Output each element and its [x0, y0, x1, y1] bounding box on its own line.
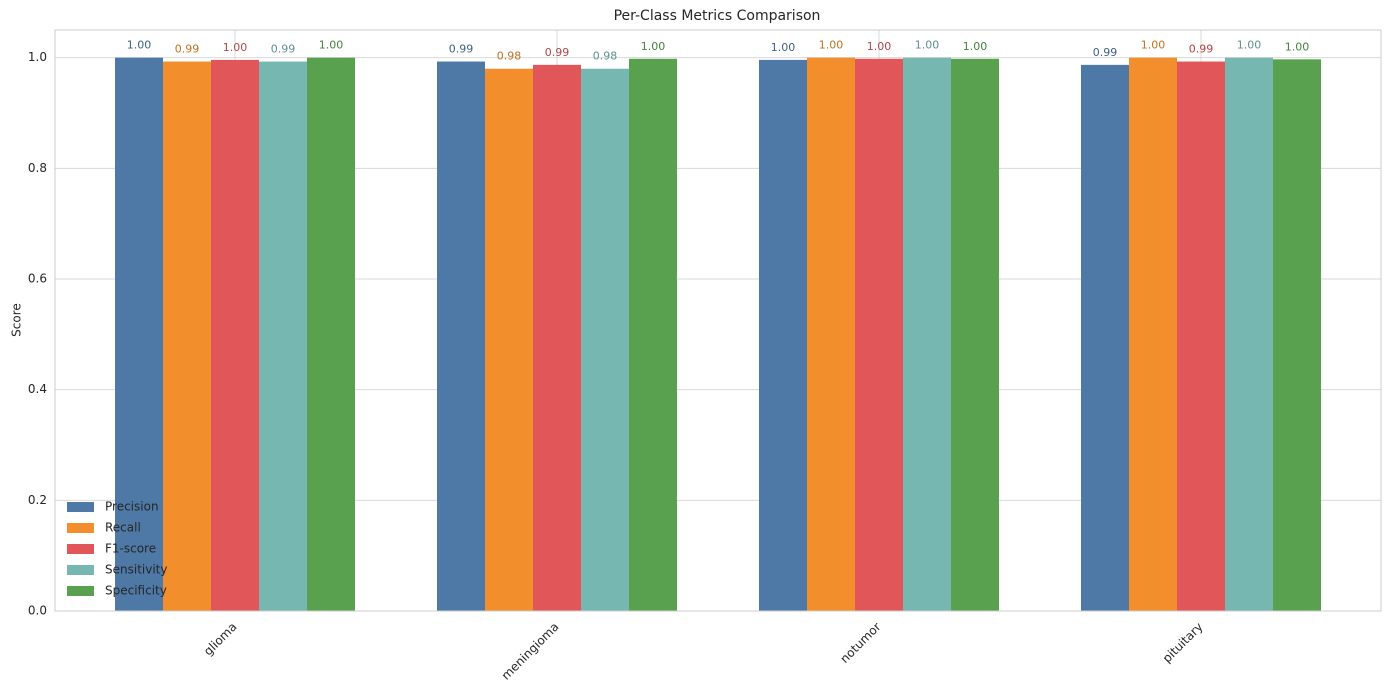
value-label: 0.98: [593, 50, 618, 63]
legend-label: Recall: [105, 521, 141, 535]
value-label: 0.99: [449, 43, 474, 56]
bar: [1129, 57, 1177, 611]
value-label: 0.99: [271, 43, 296, 56]
bar: [1177, 61, 1225, 612]
value-label: 0.99: [1189, 43, 1214, 56]
bar: [1273, 59, 1321, 612]
legend-label: Sensitivity: [105, 563, 167, 577]
bar: [437, 61, 485, 612]
x-tick-label: glioma: [201, 620, 240, 659]
bar: [211, 59, 259, 611]
value-label: 1.00: [1237, 39, 1262, 52]
bar: [1225, 57, 1273, 611]
bar: [759, 59, 807, 611]
legend-swatch: [67, 544, 94, 554]
legend-label: Specificity: [105, 584, 167, 598]
value-label: 0.99: [1093, 46, 1118, 59]
bar: [629, 58, 677, 612]
y-tick-label: 0.6: [28, 272, 47, 286]
bar: [259, 61, 307, 612]
value-label: 0.98: [497, 50, 522, 63]
value-label: 1.00: [867, 40, 892, 53]
value-label: 0.99: [175, 43, 200, 56]
bar: [307, 57, 355, 611]
value-label: 1.00: [319, 39, 344, 52]
bar: [533, 64, 581, 612]
value-label: 1.00: [771, 41, 796, 54]
bar: [903, 57, 951, 611]
value-label: 1.00: [1141, 39, 1166, 52]
legend-swatch: [67, 502, 94, 512]
bar: [115, 57, 163, 611]
bar: [855, 58, 903, 612]
value-label: 1.00: [915, 39, 940, 52]
x-tick-label: meningioma: [499, 620, 562, 683]
value-label: 1.00: [1285, 40, 1310, 53]
legend-label: F1-score: [105, 542, 156, 556]
y-tick-label: 0.2: [28, 493, 47, 507]
value-label: 1.00: [819, 39, 844, 52]
legend-label: Precision: [105, 500, 159, 514]
legend-swatch: [67, 523, 94, 533]
x-tick-label: pituitary: [1160, 620, 1206, 666]
bar: [1081, 64, 1129, 612]
plot-frame: [54, 29, 1382, 612]
y-tick-label: 0.8: [28, 161, 47, 175]
bar: [951, 58, 999, 612]
value-label: 1.00: [223, 41, 248, 54]
value-label: 0.99: [545, 46, 570, 59]
x-tick-label: notumor: [837, 620, 883, 666]
chart-title: Per-Class Metrics Comparison: [614, 8, 821, 24]
legend-swatch: [67, 586, 94, 596]
value-label: 1.00: [641, 40, 666, 53]
bar: [581, 68, 629, 611]
y-tick-label: 0.4: [28, 382, 47, 396]
value-label: 1.00: [127, 39, 152, 52]
y-axis-label: Score: [10, 303, 24, 337]
value-label: 1.00: [963, 40, 988, 53]
bar: [485, 68, 533, 611]
y-tick-label: 0.0: [28, 604, 47, 618]
legend-swatch: [67, 565, 94, 575]
bar: [807, 57, 855, 611]
bar: [163, 61, 211, 612]
y-tick-label: 1.0: [28, 50, 47, 64]
